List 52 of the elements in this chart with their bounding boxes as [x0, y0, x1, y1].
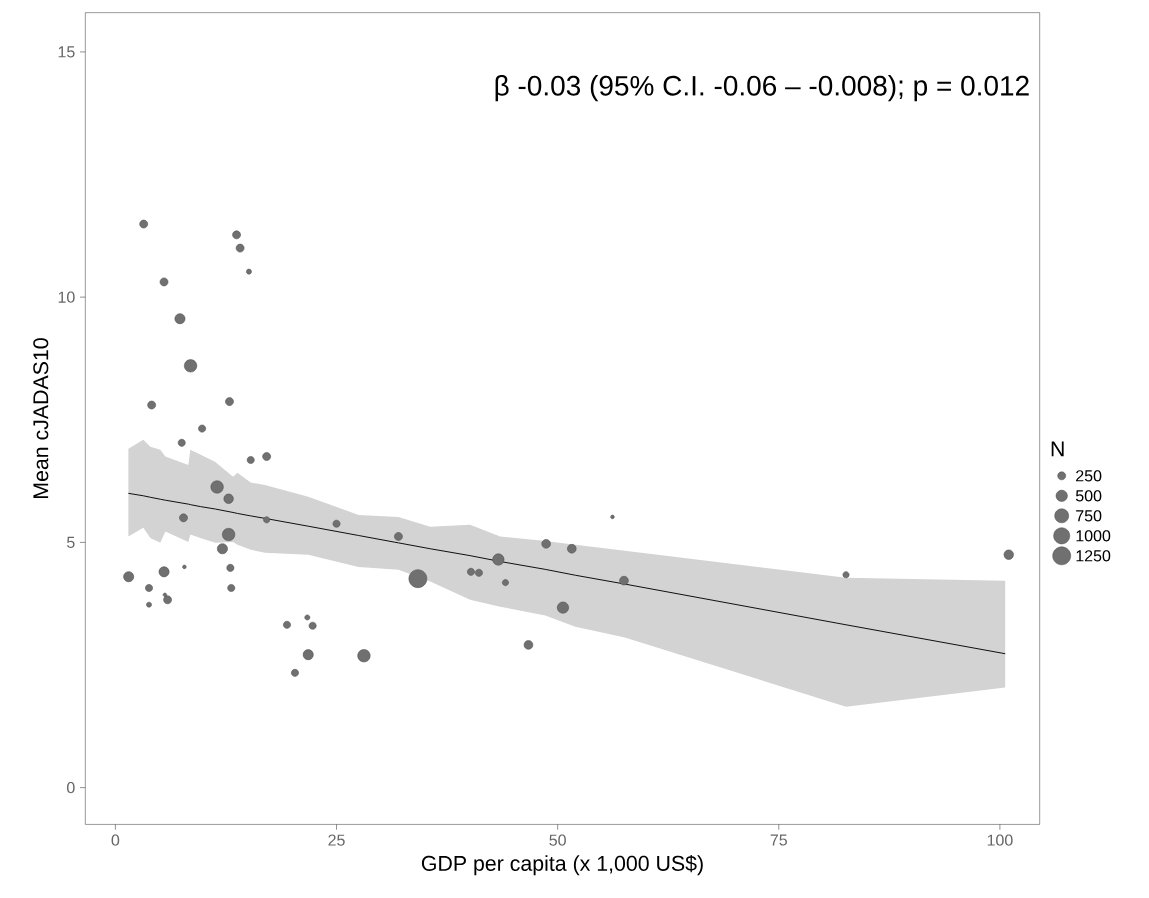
point	[541, 538, 551, 549]
point	[217, 543, 228, 554]
point	[291, 668, 299, 677]
x-axis-title: GDP per capita (x 1,000 US$)	[421, 854, 703, 875]
point	[232, 230, 241, 239]
point	[198, 424, 206, 433]
point	[308, 621, 317, 630]
point	[523, 640, 534, 650]
point	[394, 532, 403, 541]
point	[145, 583, 153, 592]
point	[179, 513, 188, 522]
point	[147, 400, 156, 410]
legend-label: 1250	[1076, 549, 1111, 562]
legend-label: 250	[1076, 470, 1102, 482]
y-tick-label: 15	[58, 46, 75, 58]
point	[226, 563, 235, 572]
point	[177, 438, 186, 447]
annotation: β -0.03 (95% C.I. -0.06 – -0.008); p = 0.012	[495, 74, 1029, 102]
y-tick-label: 5	[67, 536, 75, 548]
point	[223, 493, 234, 504]
y-tick-label: 0	[67, 781, 75, 794]
point	[619, 575, 629, 586]
point	[263, 516, 271, 524]
point	[1003, 549, 1014, 560]
point	[332, 519, 341, 528]
legend-label: 1000	[1076, 529, 1111, 542]
y-axis-title: Mean cJADAS10	[33, 338, 49, 498]
x-tick-label: 50	[549, 834, 566, 846]
point	[842, 571, 850, 578]
point	[225, 397, 234, 406]
x-tick-label: 75	[770, 834, 787, 846]
point	[467, 567, 475, 576]
point	[227, 583, 236, 592]
legend-label: 500	[1075, 490, 1102, 502]
point	[502, 579, 509, 586]
point	[262, 452, 271, 461]
point	[235, 243, 245, 253]
legend-label: 750	[1076, 509, 1102, 522]
point	[567, 543, 577, 554]
point	[283, 620, 291, 629]
x-tick-label: 100	[987, 834, 1013, 846]
y-tick-label: 10	[58, 291, 75, 303]
line-series	[127, 492, 1006, 655]
legend-title: N	[1051, 441, 1064, 456]
point	[159, 277, 169, 287]
x-tick-label: 0	[111, 834, 120, 846]
x-tick-label: 25	[328, 834, 345, 846]
point	[163, 595, 172, 604]
point	[475, 568, 483, 577]
point	[304, 614, 311, 621]
point	[246, 455, 255, 464]
point	[139, 219, 148, 229]
